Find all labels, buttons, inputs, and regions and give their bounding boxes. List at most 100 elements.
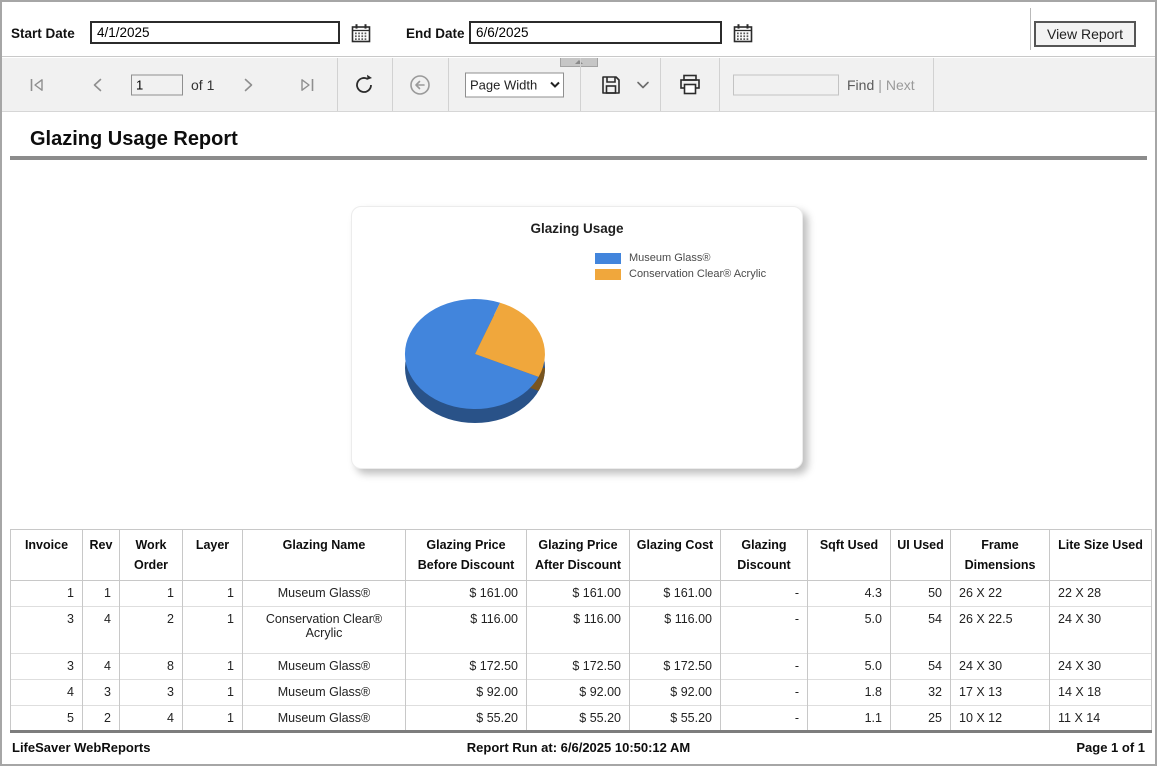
table-cell: $ 116.00 [406,607,527,654]
table-cell: 11 X 14 [1050,706,1152,732]
start-date-calendar-button[interactable] [350,23,372,44]
chart-title: Glazing Usage [352,221,802,236]
table-cell: 54 [891,607,951,654]
column-header: UI Used [891,530,951,581]
chart-legend: Museum Glass®Conservation Clear® Acrylic [595,252,766,284]
table-cell: 26 X 22 [951,581,1050,607]
table-cell: 50 [891,581,951,607]
table-cell: 3 [83,680,120,706]
back-icon [408,73,432,97]
table-cell: $ 55.20 [630,706,721,732]
refresh-icon [352,73,376,97]
table-cell: 17 X 13 [951,680,1050,706]
back-button[interactable] [408,73,432,97]
table-cell: Museum Glass® [243,654,406,680]
table-cell: 10 X 12 [951,706,1050,732]
table-cell: $ 161.00 [406,581,527,607]
table-cell: $ 161.00 [630,581,721,607]
table-cell: $ 172.50 [630,654,721,680]
table-cell: 22 X 28 [1050,581,1152,607]
parameter-bar-divider [1030,8,1031,50]
page-title: Glazing Usage Report [30,128,238,151]
glazing-usage-chart-card: Glazing Usage Museum Glass®Conservation … [351,206,803,469]
next-link[interactable]: Next [886,77,915,93]
glazing-usage-table: InvoiceRevWork OrderLayerGlazing NameGla… [10,529,1152,733]
table-cell: 1 [83,581,120,607]
report-toolbar: of 1 [2,58,1155,112]
table-row: 3481Museum Glass®$ 172.50$ 172.50$ 172.5… [11,654,1152,680]
page-number-input[interactable] [131,74,183,95]
view-report-button[interactable]: View Report [1034,21,1136,47]
table-cell: 1 [183,654,243,680]
column-header: Sqft Used [808,530,891,581]
table-cell: 24 X 30 [1050,607,1152,654]
table-cell: 4 [11,680,83,706]
column-header: Rev [83,530,120,581]
refresh-button[interactable] [352,73,376,97]
page-count-label: of 1 [191,77,214,93]
footer-app-name: LifeSaver WebReports [12,740,150,755]
table-cell: 1 [183,680,243,706]
print-button[interactable] [678,73,702,96]
table-cell: 2 [83,706,120,732]
table-cell: 5 [11,706,83,732]
find-next-separator: | [878,77,882,93]
chevron-down-icon[interactable] [636,80,650,90]
table-row: 1111Museum Glass®$ 161.00$ 161.00$ 161.0… [11,581,1152,607]
start-date-input[interactable] [90,21,340,44]
footer-page-indicator: Page 1 of 1 [1076,740,1145,755]
table-row: 3421Conservation Clear® Acrylic$ 116.00$… [11,607,1152,654]
table-cell: 25 [891,706,951,732]
last-page-icon [298,77,316,93]
table-cell: 4 [120,706,183,732]
column-header: Work Order [120,530,183,581]
title-rule [10,156,1147,160]
find-link[interactable]: Find [847,77,874,93]
legend-swatch [595,269,621,280]
previous-page-icon [90,77,104,93]
next-page-button[interactable] [242,77,256,93]
table-cell: 4 [83,607,120,654]
find-text-input[interactable] [733,74,839,95]
collapse-toolbar-handle[interactable] [560,58,598,67]
calendar-icon [732,23,754,44]
table-cell: - [721,654,808,680]
first-page-button[interactable] [28,77,46,93]
last-page-button[interactable] [298,77,316,93]
zoom-select[interactable]: Page Width [465,72,564,97]
footer-run-timestamp: Report Run at: 6/6/2025 10:50:12 AM [467,740,690,755]
legend-label: Museum Glass® [629,252,710,264]
table-cell: 32 [891,680,951,706]
start-date-label: Start Date [11,26,75,41]
toolbar-divider [392,58,393,111]
table-cell: 3 [11,654,83,680]
end-date-calendar-button[interactable] [732,23,754,44]
table-cell: 5.0 [808,607,891,654]
column-header: Invoice [11,530,83,581]
table-cell: 3 [120,680,183,706]
first-page-icon [28,77,46,93]
toolbar-divider [580,58,581,111]
end-date-input[interactable] [469,21,722,44]
table-cell: 1 [11,581,83,607]
next-page-icon [242,77,256,93]
pie-chart [387,282,577,442]
table-cell: 54 [891,654,951,680]
table-body: 1111Museum Glass®$ 161.00$ 161.00$ 161.0… [11,581,1152,732]
table-cell: 4.3 [808,581,891,607]
legend-swatch [595,253,621,264]
table-cell: Conservation Clear® Acrylic [243,607,406,654]
table-cell: 8 [120,654,183,680]
table-row: 5241Museum Glass®$ 55.20$ 55.20$ 55.20-1… [11,706,1152,732]
table-cell: - [721,607,808,654]
legend-item: Museum Glass® [595,252,766,264]
column-header: Lite Size Used [1050,530,1152,581]
table-cell: $ 92.00 [527,680,630,706]
table-cell: 24 X 30 [1050,654,1152,680]
column-header: Layer [183,530,243,581]
table-cell: $ 172.50 [406,654,527,680]
column-header: Frame Dimensions [951,530,1050,581]
toolbar-divider [448,58,449,111]
save-export-button[interactable] [600,74,622,96]
previous-page-button[interactable] [90,77,104,93]
